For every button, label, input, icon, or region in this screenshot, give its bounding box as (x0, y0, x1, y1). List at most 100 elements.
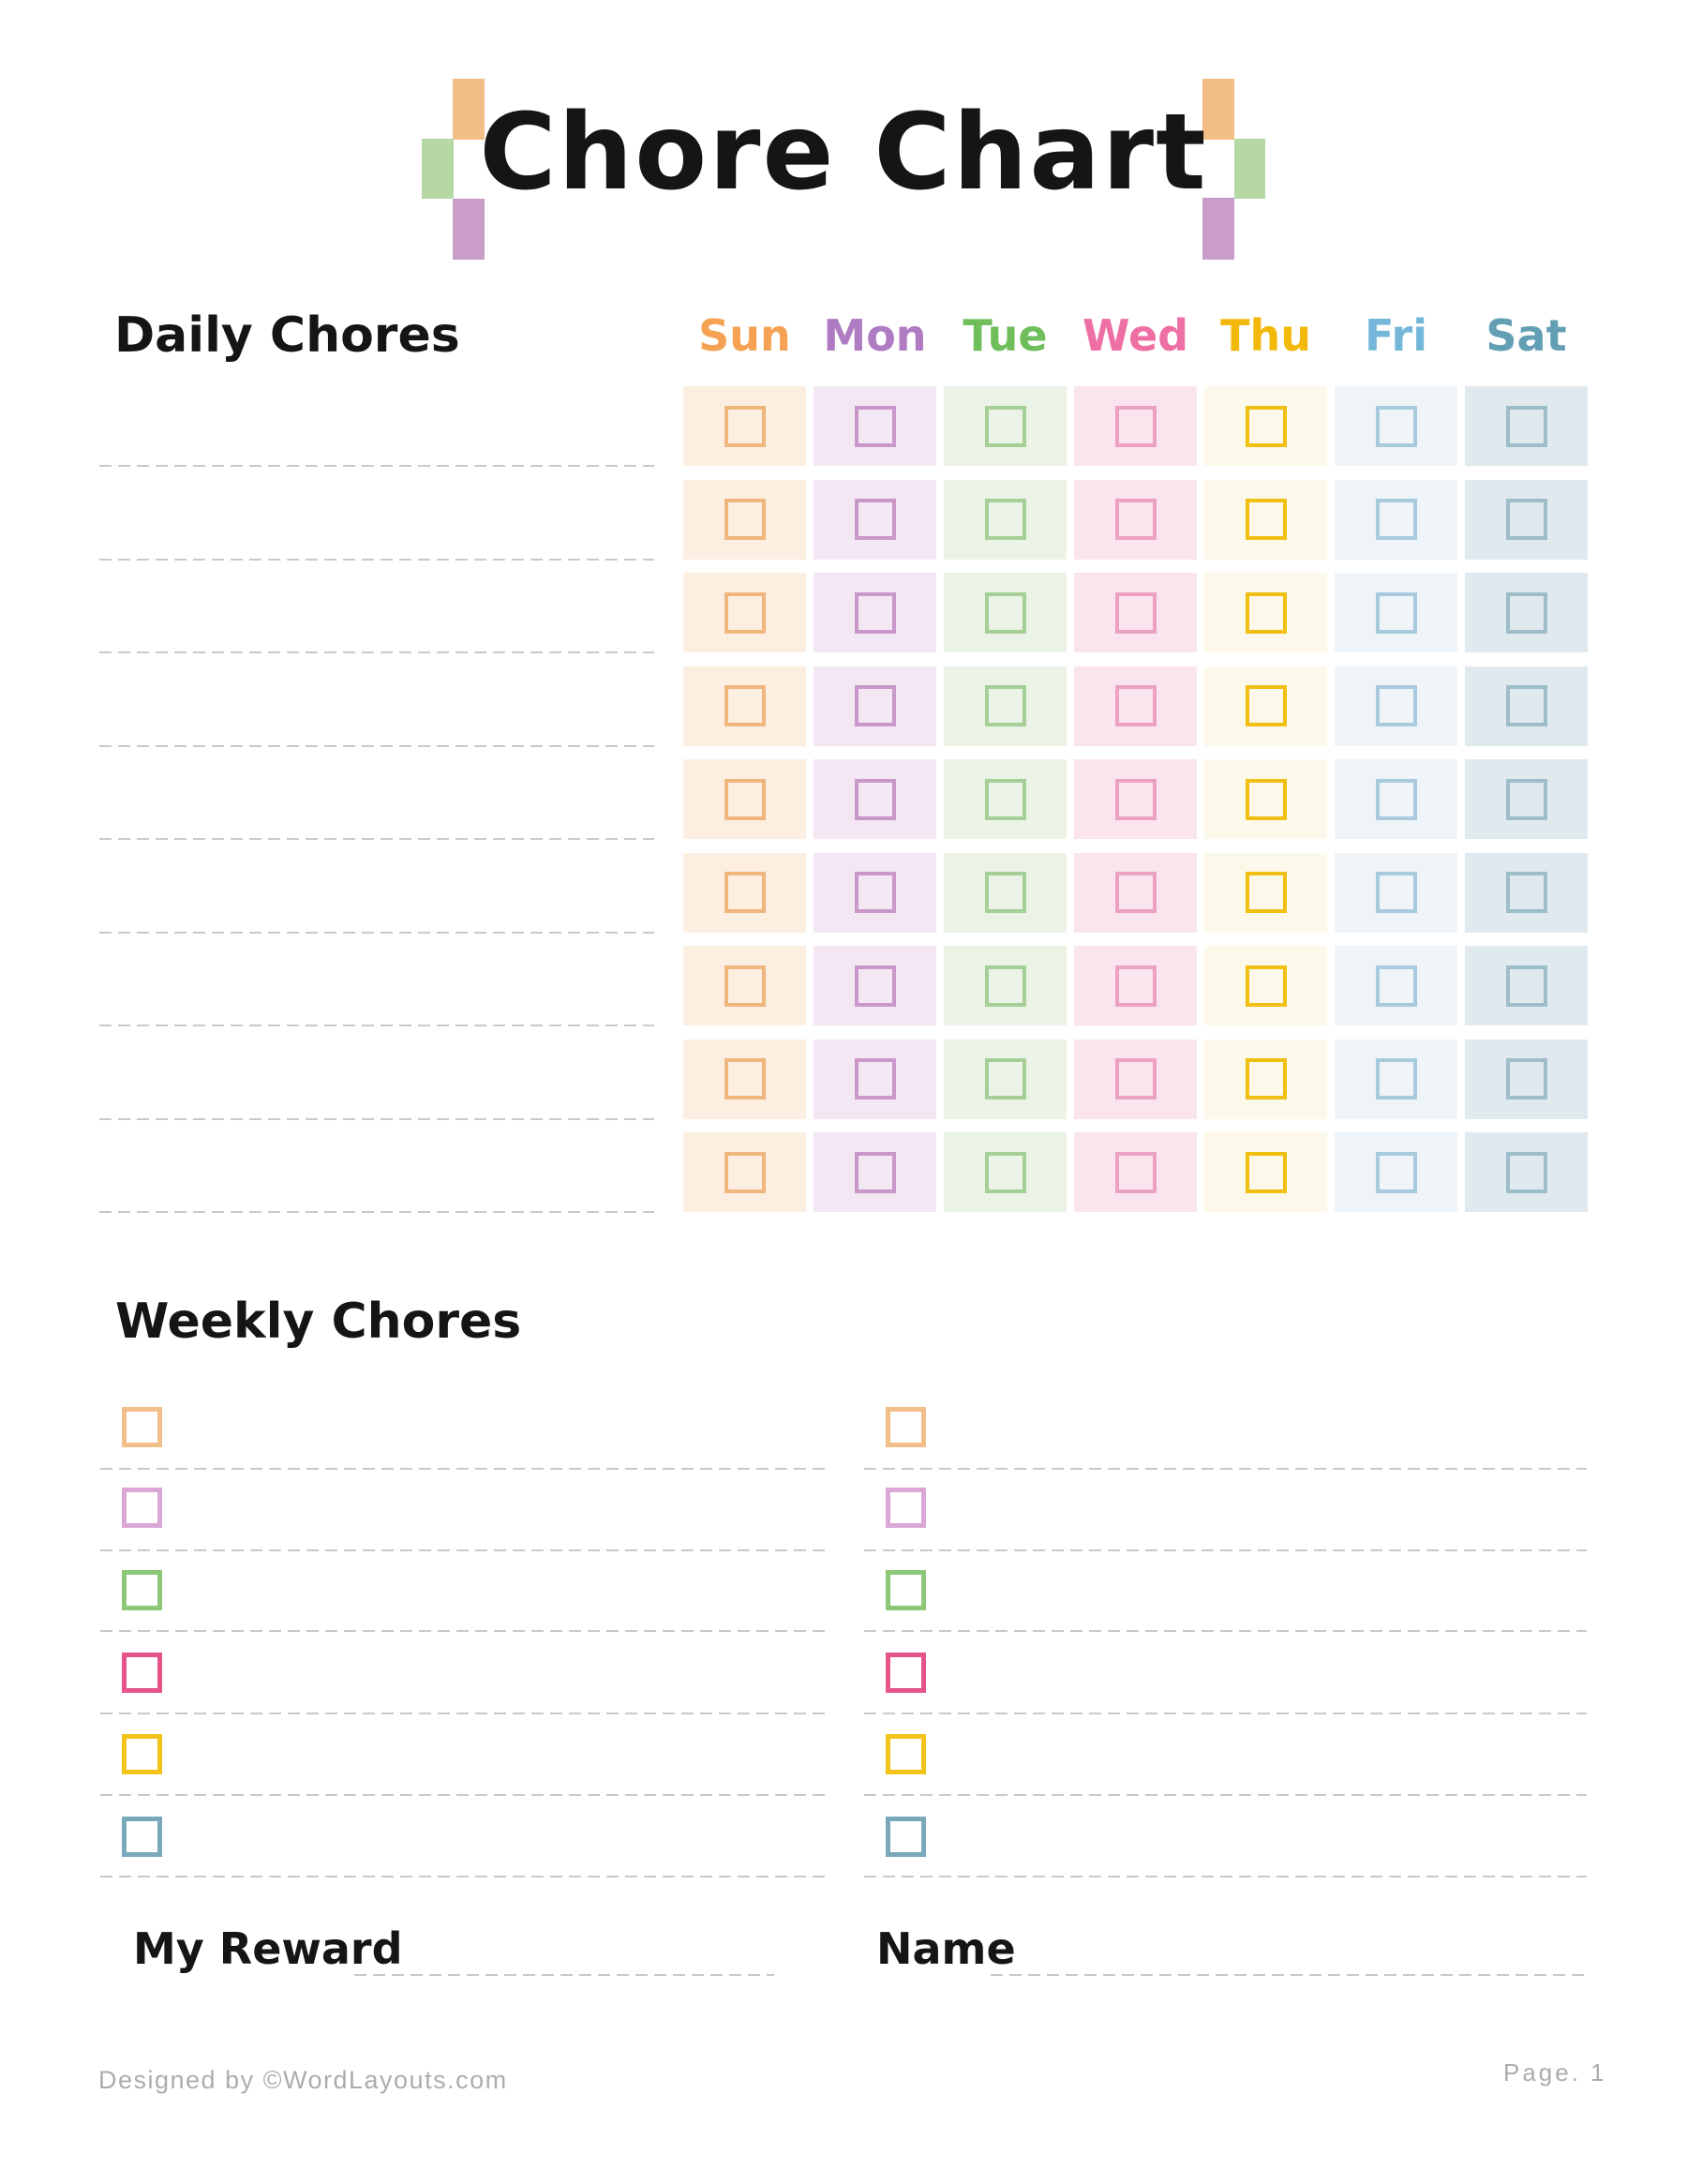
daily-checkbox-mon-row4[interactable] (854, 685, 896, 726)
daily-checkbox-tue-row4[interactable] (984, 685, 1026, 726)
weekly-checkbox-1[interactable] (122, 1407, 162, 1447)
name-input-line[interactable] (991, 1974, 1587, 1976)
daily-cell-tue-row1 (944, 386, 1067, 466)
daily-checkbox-wed-row9[interactable] (1114, 1151, 1157, 1193)
weekly-checkbox-9[interactable] (886, 1570, 926, 1610)
daily-checkbox-sat-row3[interactable] (1505, 591, 1547, 634)
my-reward-input-line[interactable] (354, 1974, 774, 1976)
daily-checkbox-thu-row3[interactable] (1245, 591, 1287, 634)
daily-checkbox-sun-row2[interactable] (724, 499, 766, 540)
weekly-checkbox-5[interactable] (122, 1734, 162, 1774)
daily-checkbox-sat-row4[interactable] (1505, 685, 1547, 726)
daily-checkbox-sun-row8[interactable] (724, 1058, 766, 1099)
weekly-checkbox-12[interactable] (886, 1817, 926, 1857)
daily-checkbox-tue-row7[interactable] (984, 965, 1026, 1007)
weekly-chore-input-line-7[interactable] (864, 1468, 1587, 1470)
daily-checkbox-mon-row5[interactable] (854, 778, 896, 820)
daily-checkbox-thu-row2[interactable] (1245, 499, 1287, 540)
daily-checkbox-mon-row8[interactable] (854, 1058, 896, 1099)
daily-checkbox-tue-row1[interactable] (984, 405, 1026, 447)
daily-cell-thu-row7 (1204, 946, 1327, 1025)
daily-chore-input-line-4[interactable] (99, 744, 654, 747)
weekly-chore-input-line-5[interactable] (100, 1794, 829, 1796)
daily-checkbox-sat-row7[interactable] (1505, 965, 1547, 1007)
weekly-chore-input-line-11[interactable] (864, 1794, 1587, 1796)
weekly-checkbox-2[interactable] (122, 1488, 162, 1528)
daily-checkbox-mon-row3[interactable] (854, 591, 896, 634)
daily-checkbox-wed-row5[interactable] (1114, 778, 1157, 820)
weekly-checkbox-11[interactable] (886, 1734, 926, 1774)
daily-checkbox-wed-row4[interactable] (1114, 685, 1157, 726)
daily-chore-input-line-9[interactable] (99, 1211, 654, 1213)
daily-checkbox-fri-row6[interactable] (1375, 872, 1417, 913)
daily-checkbox-wed-row6[interactable] (1114, 872, 1157, 913)
daily-chore-input-line-3[interactable] (99, 651, 654, 653)
daily-checkbox-wed-row3[interactable] (1114, 591, 1157, 634)
daily-checkbox-thu-row5[interactable] (1245, 778, 1287, 820)
daily-checkbox-fri-row5[interactable] (1375, 778, 1417, 820)
daily-chore-input-line-7[interactable] (99, 1025, 654, 1026)
daily-checkbox-tue-row8[interactable] (984, 1058, 1026, 1099)
weekly-chore-input-line-8[interactable] (864, 1549, 1587, 1551)
daily-checkbox-fri-row3[interactable] (1375, 591, 1417, 634)
weekly-chore-input-line-4[interactable] (100, 1713, 829, 1714)
weekly-chore-input-line-2[interactable] (100, 1549, 829, 1551)
weekly-checkbox-6[interactable] (122, 1817, 162, 1857)
daily-checkbox-tue-row5[interactable] (984, 778, 1026, 820)
daily-checkbox-fri-row2[interactable] (1375, 499, 1417, 540)
daily-checkbox-sun-row6[interactable] (724, 872, 766, 913)
weekly-checkbox-10[interactable] (886, 1653, 926, 1693)
weekly-chore-input-line-6[interactable] (100, 1876, 829, 1877)
daily-checkbox-sun-row4[interactable] (724, 685, 766, 726)
weekly-chore-input-line-1[interactable] (100, 1468, 829, 1470)
weekly-chore-input-line-9[interactable] (864, 1630, 1587, 1632)
daily-checkbox-mon-row9[interactable] (854, 1151, 896, 1193)
weekly-checkbox-8[interactable] (886, 1488, 926, 1528)
daily-checkbox-sun-row1[interactable] (724, 405, 766, 447)
daily-checkbox-fri-row1[interactable] (1375, 405, 1417, 447)
daily-chore-input-line-2[interactable] (99, 558, 654, 561)
daily-checkbox-sat-row6[interactable] (1505, 872, 1547, 913)
daily-checkbox-tue-row9[interactable] (984, 1151, 1026, 1193)
weekly-chore-input-line-12[interactable] (864, 1876, 1587, 1877)
daily-checkbox-fri-row9[interactable] (1375, 1151, 1417, 1193)
daily-checkbox-wed-row7[interactable] (1114, 965, 1157, 1007)
daily-checkbox-mon-row7[interactable] (854, 965, 896, 1007)
daily-checkbox-sat-row2[interactable] (1505, 499, 1547, 540)
daily-checkbox-thu-row9[interactable] (1245, 1151, 1287, 1193)
daily-checkbox-wed-row2[interactable] (1114, 499, 1157, 540)
daily-checkbox-fri-row7[interactable] (1375, 965, 1417, 1007)
daily-checkbox-sat-row5[interactable] (1505, 778, 1547, 820)
daily-checkbox-thu-row1[interactable] (1245, 405, 1287, 447)
daily-checkbox-thu-row6[interactable] (1245, 872, 1287, 913)
daily-checkbox-tue-row3[interactable] (984, 591, 1026, 634)
daily-checkbox-mon-row2[interactable] (854, 499, 896, 540)
daily-chore-input-line-8[interactable] (99, 1117, 654, 1120)
daily-checkbox-thu-row8[interactable] (1245, 1058, 1287, 1099)
daily-checkbox-sat-row9[interactable] (1505, 1151, 1547, 1193)
daily-chore-input-line-1[interactable] (99, 465, 654, 467)
daily-checkbox-mon-row6[interactable] (854, 872, 896, 913)
daily-checkbox-sun-row9[interactable] (724, 1151, 766, 1193)
daily-checkbox-sun-row5[interactable] (724, 778, 766, 820)
daily-checkbox-sun-row3[interactable] (724, 591, 766, 634)
daily-checkbox-wed-row8[interactable] (1114, 1058, 1157, 1099)
daily-chore-input-line-6[interactable] (99, 931, 654, 934)
daily-checkbox-sat-row1[interactable] (1505, 405, 1547, 447)
daily-checkbox-fri-row4[interactable] (1375, 685, 1417, 726)
weekly-chore-input-line-10[interactable] (864, 1713, 1587, 1714)
weekly-chore-input-line-3[interactable] (100, 1630, 829, 1632)
daily-checkbox-thu-row7[interactable] (1245, 965, 1287, 1007)
daily-checkbox-thu-row4[interactable] (1245, 685, 1287, 726)
daily-checkbox-fri-row8[interactable] (1375, 1058, 1417, 1099)
daily-checkbox-wed-row1[interactable] (1114, 405, 1157, 447)
daily-checkbox-tue-row6[interactable] (984, 872, 1026, 913)
daily-chore-input-line-5[interactable] (99, 838, 654, 840)
weekly-checkbox-4[interactable] (122, 1653, 162, 1693)
daily-checkbox-sat-row8[interactable] (1505, 1058, 1547, 1099)
daily-checkbox-tue-row2[interactable] (984, 499, 1026, 540)
weekly-checkbox-3[interactable] (122, 1570, 162, 1610)
daily-checkbox-mon-row1[interactable] (854, 405, 896, 447)
daily-checkbox-sun-row7[interactable] (724, 965, 766, 1007)
weekly-checkbox-7[interactable] (886, 1407, 926, 1447)
